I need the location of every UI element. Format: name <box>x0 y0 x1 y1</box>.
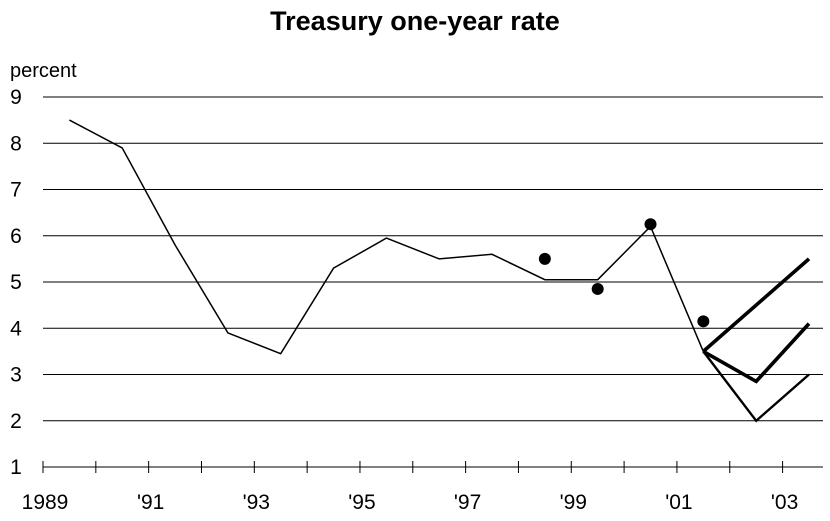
y-tick-label: 2 <box>10 410 22 433</box>
x-tick-label: '01 <box>665 491 692 514</box>
y-tick-label: 7 <box>10 179 22 202</box>
x-tick-label: '95 <box>348 491 375 514</box>
y-tick-label: 8 <box>10 132 22 155</box>
data-point <box>697 315 710 328</box>
x-tick-label: '93 <box>243 491 270 514</box>
y-tick-label: 1 <box>10 456 22 479</box>
y-tick-label: 9 <box>10 86 22 109</box>
series-line-0 <box>69 119 704 355</box>
y-axis-unit-label: percent <box>10 60 77 82</box>
data-point <box>538 252 551 265</box>
x-tick-label: '91 <box>137 491 164 514</box>
y-tick-label: 4 <box>10 317 22 340</box>
series-line-2 <box>702 257 811 353</box>
data-point <box>591 282 604 295</box>
x-tick-label: '03 <box>771 491 798 514</box>
y-tick-label: 3 <box>10 364 22 387</box>
series-line-3 <box>702 322 811 384</box>
series-line-4 <box>702 350 810 423</box>
y-tick-label: 6 <box>10 225 22 248</box>
x-tick-label: 1989 <box>22 491 69 514</box>
chart-title: Treasury one-year rate <box>270 6 560 36</box>
data-point <box>644 218 657 231</box>
x-tick-label: '97 <box>454 491 481 514</box>
y-tick-label: 5 <box>10 271 22 294</box>
x-tick-label: '99 <box>560 491 587 514</box>
